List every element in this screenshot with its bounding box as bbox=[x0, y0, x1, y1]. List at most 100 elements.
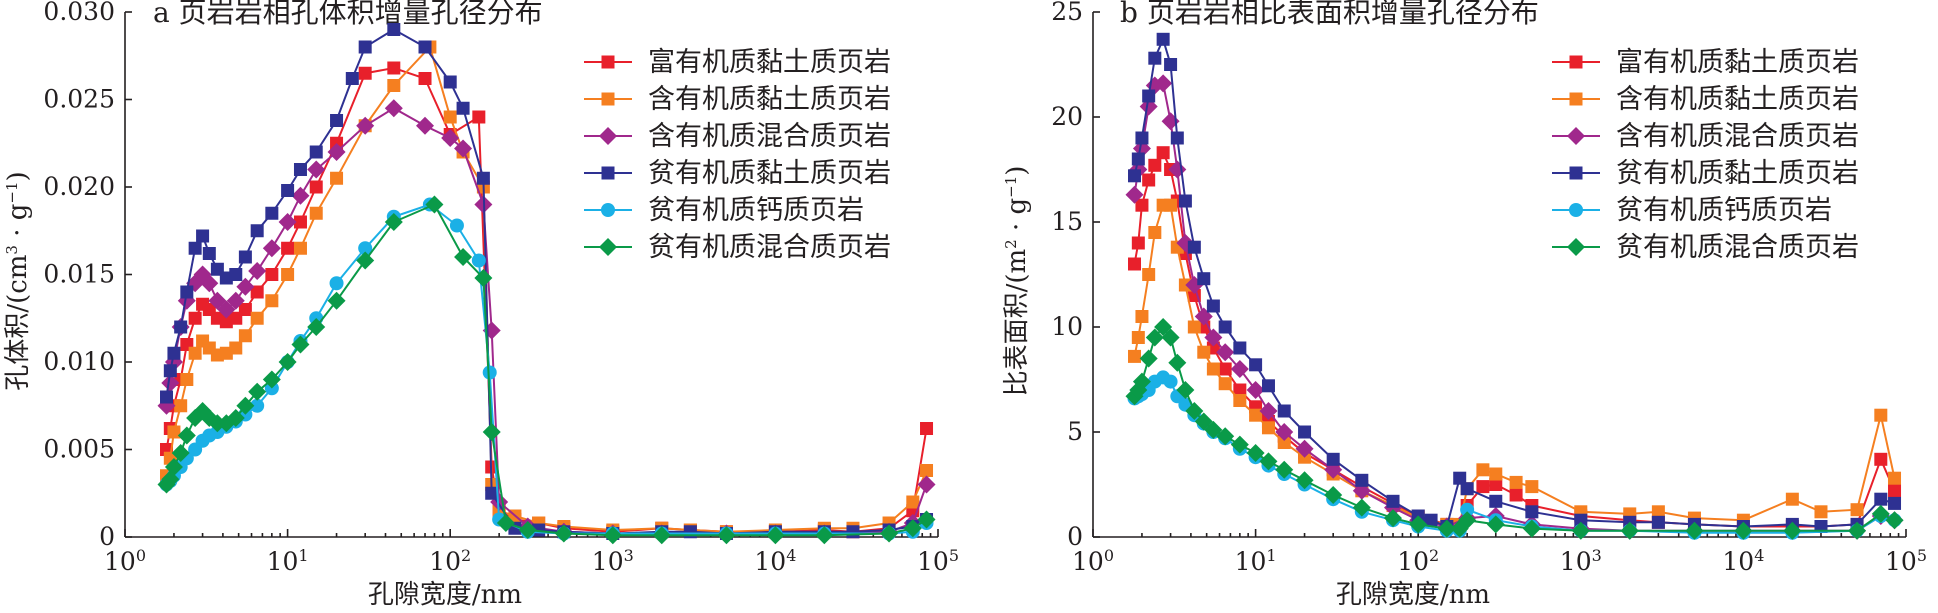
legend-label: 贫有机质黏土质页岩 bbox=[1616, 158, 1859, 189]
data-point bbox=[603, 526, 622, 545]
data-point bbox=[1522, 519, 1541, 538]
data-point bbox=[1814, 505, 1828, 519]
data-point bbox=[167, 425, 181, 439]
data-point bbox=[1885, 511, 1904, 530]
data-point bbox=[1218, 377, 1232, 391]
data-point bbox=[1246, 444, 1265, 462]
data-point bbox=[1386, 494, 1400, 508]
data-point bbox=[1734, 521, 1753, 540]
data-point bbox=[1261, 421, 1275, 435]
data-point bbox=[1874, 452, 1888, 466]
data-point bbox=[1142, 89, 1156, 103]
data-point bbox=[1888, 484, 1902, 498]
data-point bbox=[652, 526, 671, 545]
data-point bbox=[1142, 173, 1156, 187]
data-point bbox=[281, 268, 295, 281]
legend: 富有机质黏土质页岩含有机质黏土质页岩含有机质混合质页岩贫有机质黏土质页岩贫有机质… bbox=[1552, 47, 1859, 263]
y-tick-label: 0 bbox=[1067, 522, 1083, 551]
data-point bbox=[1651, 515, 1665, 529]
data-point bbox=[1874, 408, 1888, 422]
data-point bbox=[1460, 482, 1474, 496]
data-point bbox=[454, 139, 473, 158]
data-point bbox=[1574, 513, 1588, 527]
x-tick-label: 102 bbox=[1397, 546, 1439, 577]
legend-marker bbox=[599, 127, 617, 145]
legend-item: 贫有机质混合质页岩 bbox=[1552, 232, 1859, 263]
data-point bbox=[1135, 198, 1149, 212]
data-point bbox=[356, 116, 375, 135]
data-point bbox=[262, 370, 281, 389]
data-point bbox=[307, 318, 326, 336]
data-point bbox=[180, 373, 194, 386]
data-point bbox=[293, 215, 307, 229]
data-point bbox=[327, 143, 346, 161]
legend-label: 富有机质黏土质页岩 bbox=[1616, 47, 1859, 78]
data-point bbox=[293, 241, 307, 255]
data-point bbox=[278, 353, 297, 371]
data-point bbox=[309, 145, 323, 159]
data-point bbox=[1131, 152, 1145, 166]
data-point bbox=[1460, 502, 1475, 517]
data-point bbox=[471, 253, 486, 268]
data-point bbox=[474, 269, 493, 287]
data-point bbox=[1277, 436, 1291, 449]
data-point bbox=[327, 291, 346, 310]
y-axis-title-sup: 2 bbox=[1002, 239, 1020, 249]
panel-b: b 页岩岩相比表面积增量孔径分布 比表面积/(m2 · g−1) 孔隙宽度/nm… bbox=[1002, 0, 1927, 610]
x-tick-label: 101 bbox=[267, 546, 309, 577]
y-axis-title-end: ) bbox=[1002, 166, 1032, 176]
legend-marker bbox=[1569, 203, 1583, 217]
data-point bbox=[1476, 463, 1490, 477]
data-point bbox=[226, 291, 245, 310]
data-point bbox=[330, 171, 344, 185]
data-point bbox=[161, 374, 180, 392]
data-point bbox=[229, 341, 243, 355]
data-point bbox=[766, 526, 785, 545]
data-point bbox=[1489, 467, 1503, 481]
data-point bbox=[1275, 423, 1294, 441]
data-point bbox=[229, 268, 243, 281]
data-point bbox=[496, 514, 515, 532]
data-point bbox=[281, 184, 295, 197]
x-tick-label: 100 bbox=[1072, 546, 1114, 577]
data-point bbox=[846, 525, 860, 539]
data-point bbox=[329, 276, 344, 291]
data-point bbox=[917, 475, 936, 494]
data-point bbox=[903, 519, 922, 538]
x-tick-label: 103 bbox=[592, 546, 634, 577]
data-point bbox=[418, 72, 432, 85]
data-point bbox=[262, 239, 281, 258]
data-point bbox=[1197, 345, 1211, 359]
data-point bbox=[330, 114, 344, 127]
y-tick-label: 0.030 bbox=[43, 0, 115, 26]
data-point bbox=[265, 294, 279, 308]
data-point bbox=[1458, 511, 1477, 530]
data-point bbox=[1848, 521, 1867, 540]
data-point bbox=[238, 329, 252, 343]
y-tick-label: 0.005 bbox=[43, 435, 115, 464]
data-point bbox=[1164, 58, 1178, 71]
data-point bbox=[1206, 362, 1220, 376]
data-point bbox=[1170, 131, 1184, 145]
data-point bbox=[188, 311, 202, 325]
data-point bbox=[1163, 374, 1178, 389]
y-axis-title-main: 孔体积/(cm bbox=[3, 255, 33, 391]
data-point bbox=[880, 524, 899, 543]
data-point bbox=[1156, 146, 1170, 160]
data-point bbox=[1178, 194, 1192, 208]
data-point bbox=[920, 422, 934, 435]
legend-item: 贫有机质钙质页岩 bbox=[1552, 195, 1832, 226]
data-point bbox=[248, 382, 267, 401]
legend-item: 富有机质黏土质页岩 bbox=[584, 47, 891, 78]
data-point bbox=[356, 251, 375, 270]
legend-marker bbox=[1567, 127, 1585, 145]
data-point bbox=[174, 399, 188, 413]
data-point bbox=[1486, 515, 1505, 534]
data-point bbox=[174, 320, 188, 334]
data-point bbox=[1871, 504, 1890, 523]
data-point bbox=[1437, 519, 1456, 538]
data-point bbox=[1204, 420, 1223, 439]
y-tick-label: 20 bbox=[1051, 102, 1083, 131]
legend-label: 富有机质黏土质页岩 bbox=[648, 47, 891, 78]
